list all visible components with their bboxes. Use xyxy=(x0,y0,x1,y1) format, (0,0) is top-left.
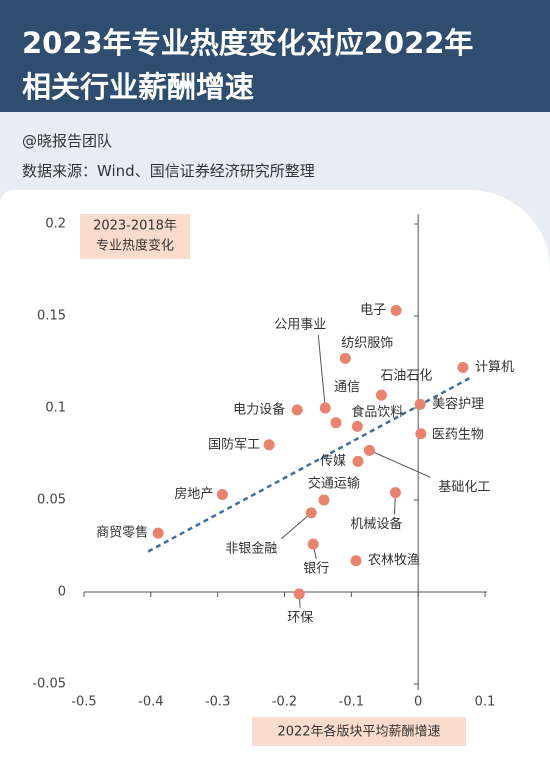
x-tick-label: -0.3 xyxy=(205,695,230,710)
point-label: 交通运输 xyxy=(308,476,360,492)
point xyxy=(305,507,317,519)
point xyxy=(152,527,164,539)
point xyxy=(350,555,362,567)
point-label: 国防军工 xyxy=(208,436,260,452)
point-label: 石油石化 xyxy=(380,369,432,384)
point xyxy=(390,304,402,316)
x-tick-label: 0.1 xyxy=(475,695,496,710)
point xyxy=(330,417,342,429)
point-label: 基础化工 xyxy=(438,480,490,495)
point-label: 通信 xyxy=(334,380,360,395)
y-tick-label: 0.1 xyxy=(45,401,66,416)
y-axis-label: 专业热度变化 xyxy=(96,238,174,254)
x-label-box xyxy=(252,717,466,746)
y-tick-label: 0.2 xyxy=(45,217,66,232)
point-label: 机械设备 xyxy=(350,516,402,532)
point-label: 计算机 xyxy=(475,360,514,375)
point xyxy=(318,494,330,506)
x-axis-label: 2022年各版块平均薪酬增速 xyxy=(277,724,440,740)
title-line: 相关行业薪酬增速 xyxy=(22,70,255,104)
y-label-box xyxy=(80,214,190,259)
point xyxy=(352,455,364,467)
y-tick-label: 0.15 xyxy=(37,309,66,324)
source: 数据来源：Wind、国信证券经济研究所整理 xyxy=(22,162,315,180)
point-label: 公用事业 xyxy=(274,318,326,333)
x-tick-label: -0.4 xyxy=(138,695,163,710)
point-label: 美容护理 xyxy=(432,396,484,412)
header: 2023年专业热度变化对应2022年 相关行业薪酬增速 xyxy=(0,0,550,112)
point xyxy=(291,404,303,416)
point-label: 商贸零售 xyxy=(96,525,148,541)
point xyxy=(375,389,387,401)
leader-line xyxy=(369,449,431,478)
point xyxy=(389,487,401,499)
point xyxy=(319,402,331,414)
y-axis-label: 2023-2018年 xyxy=(93,219,177,234)
y-tick-label: 0.05 xyxy=(37,493,66,508)
point-label: 纺织服饰 xyxy=(341,336,393,351)
point xyxy=(414,398,426,410)
point xyxy=(216,488,228,500)
point-label: 食品饮料 xyxy=(351,404,403,420)
point xyxy=(307,538,319,550)
x-tick-label: -0.1 xyxy=(339,695,364,710)
y-tick-label: -0.05 xyxy=(32,677,66,692)
point xyxy=(339,352,351,364)
x-tick-label: 0 xyxy=(414,695,422,710)
point xyxy=(415,428,427,440)
point-label: 非银金融 xyxy=(225,540,277,556)
x-tick-label: -0.5 xyxy=(71,695,96,710)
point-label: 农林牧渔 xyxy=(368,553,420,568)
point-label: 银行 xyxy=(303,562,329,577)
point-label: 电力设备 xyxy=(233,401,285,417)
point-label: 传媒 xyxy=(320,454,346,469)
point xyxy=(363,444,375,456)
point xyxy=(457,362,469,374)
point xyxy=(293,588,305,600)
point-label: 医药生物 xyxy=(432,427,484,442)
leader-line xyxy=(317,334,326,409)
author: @晓报告团队 xyxy=(22,132,113,150)
y-tick-label: 0 xyxy=(58,585,66,600)
x-tick-label: -0.2 xyxy=(272,695,297,710)
title-line: 2023年专业热度变化对应2022年 xyxy=(22,26,474,60)
leader-line xyxy=(280,512,312,540)
point xyxy=(263,439,275,451)
point xyxy=(351,420,363,432)
point-label: 环保 xyxy=(287,610,313,625)
point-label: 电子 xyxy=(360,303,386,318)
point-label: 房地产 xyxy=(174,486,213,502)
chart-panel xyxy=(0,190,550,781)
